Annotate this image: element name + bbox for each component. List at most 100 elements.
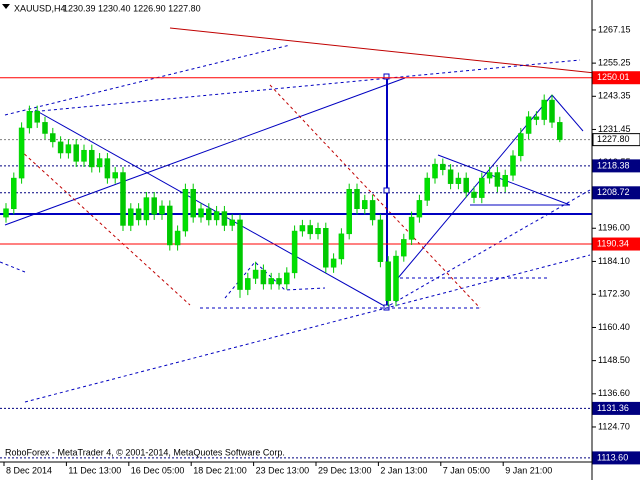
candle-body bbox=[455, 177, 462, 184]
level-box bbox=[592, 401, 640, 415]
candle-body bbox=[315, 228, 321, 235]
level-label: 1190.34 bbox=[597, 238, 629, 248]
candle-body bbox=[354, 188, 360, 209]
candle-body bbox=[408, 216, 415, 240]
y-tick-label: 1196.00 bbox=[598, 223, 630, 233]
candle-body bbox=[432, 163, 438, 179]
candle-body bbox=[245, 278, 251, 290]
trend-line bbox=[551, 94, 584, 132]
candle-body bbox=[57, 141, 64, 154]
candle-body bbox=[128, 208, 134, 226]
trend-line bbox=[0, 261, 26, 273]
candle-body bbox=[135, 208, 142, 221]
level-box bbox=[592, 186, 640, 200]
candle-body bbox=[268, 278, 274, 285]
candle-body bbox=[330, 258, 337, 268]
y-tick-label: 1160.40 bbox=[598, 322, 630, 332]
candle-body bbox=[346, 188, 352, 235]
y-tick-label: 1148.50 bbox=[598, 355, 630, 365]
candle-body bbox=[494, 172, 501, 187]
y-tick-label: 1184.10 bbox=[598, 256, 630, 266]
y-tick-label: 1243.35 bbox=[598, 91, 631, 101]
candle-body bbox=[424, 177, 430, 201]
symbol: XAUUSD,H4 bbox=[14, 3, 66, 13]
candle-body bbox=[463, 177, 469, 193]
level-label: 1227.80 bbox=[597, 134, 630, 144]
footer: RoboForex - MetaTrader 4, © 2001-2014, M… bbox=[5, 447, 285, 457]
candle-body bbox=[299, 225, 306, 232]
candle-body bbox=[151, 197, 157, 215]
candle-body bbox=[167, 205, 173, 246]
quote: 1230.39 1230.40 1226.90 1227.80 bbox=[63, 3, 201, 13]
candle-body bbox=[518, 133, 524, 157]
menu-icon bbox=[2, 4, 10, 9]
level-box bbox=[592, 133, 640, 147]
candle-body bbox=[34, 110, 40, 123]
candle-body bbox=[440, 163, 446, 170]
candle-body bbox=[237, 219, 243, 290]
x-tick-label: 29 Dec 13:00 bbox=[318, 465, 372, 475]
triangle bbox=[224, 261, 326, 299]
trend-line bbox=[29, 59, 581, 113]
candle-body bbox=[338, 233, 345, 260]
x-tick-label: 9 Jan 21:00 bbox=[505, 465, 552, 475]
trend-line bbox=[19, 149, 191, 306]
x-tick-label: 18 Dec 21:00 bbox=[193, 465, 247, 475]
y-tick-label: 1136.60 bbox=[598, 388, 630, 398]
level-label: 1208.72 bbox=[597, 187, 630, 197]
candle-body bbox=[260, 269, 267, 285]
y-tick-label: 1172.30 bbox=[598, 289, 630, 299]
candle-body bbox=[89, 149, 95, 168]
level-box bbox=[592, 159, 640, 173]
candle-body bbox=[229, 219, 235, 226]
candle-body bbox=[323, 228, 329, 268]
level-label: 1218.38 bbox=[597, 160, 630, 170]
candle-body bbox=[104, 158, 111, 179]
candle-body bbox=[525, 116, 532, 134]
candle-body bbox=[206, 208, 212, 221]
trend-line bbox=[24, 254, 591, 403]
candle-body bbox=[276, 278, 282, 285]
x-tick-label: 23 Dec 13:00 bbox=[256, 465, 310, 475]
candle-body bbox=[42, 122, 48, 134]
x-tick-label: 2 Jan 13:00 bbox=[380, 465, 427, 475]
candle-body bbox=[510, 155, 516, 176]
anchor bbox=[383, 73, 390, 80]
y-tick-label: 1267.15 bbox=[598, 24, 631, 34]
trend-line bbox=[4, 77, 406, 226]
candle-body bbox=[307, 225, 313, 235]
y-tick-label: 1231.45 bbox=[598, 124, 631, 134]
candle-body bbox=[252, 269, 259, 279]
candle-body bbox=[401, 239, 407, 257]
level-label: 1250.01 bbox=[597, 72, 630, 82]
candle-body bbox=[471, 191, 477, 198]
candle-body bbox=[213, 211, 220, 221]
candle-body bbox=[447, 169, 454, 184]
candle-body bbox=[112, 172, 118, 179]
axes: 1267.151255.251243.351231.451219.551207.… bbox=[3, 24, 640, 475]
candle-body bbox=[486, 172, 493, 179]
candle-body bbox=[369, 200, 376, 221]
candle-body bbox=[541, 99, 547, 120]
anchor bbox=[383, 187, 390, 194]
candle-body bbox=[11, 177, 17, 209]
candle-body bbox=[393, 255, 399, 301]
candle-body bbox=[221, 211, 228, 226]
level-label: 1131.36 bbox=[597, 403, 629, 413]
level-label: 1113.60 bbox=[597, 452, 628, 462]
x-tick-label: 8 Dec 2014 bbox=[6, 465, 52, 475]
candle-body bbox=[291, 230, 298, 274]
candle-body bbox=[50, 133, 56, 143]
analysis-objects bbox=[0, 27, 596, 403]
trend-line bbox=[169, 27, 596, 74]
candle-body bbox=[159, 205, 165, 215]
candle-body bbox=[18, 127, 25, 179]
candle-body bbox=[182, 188, 189, 232]
candle-body bbox=[549, 99, 555, 123]
y-tick-label: 1255.25 bbox=[598, 58, 631, 68]
candle-body bbox=[362, 200, 368, 209]
candle-body bbox=[385, 261, 391, 301]
candle-body bbox=[416, 200, 423, 218]
candle-body bbox=[533, 116, 540, 120]
